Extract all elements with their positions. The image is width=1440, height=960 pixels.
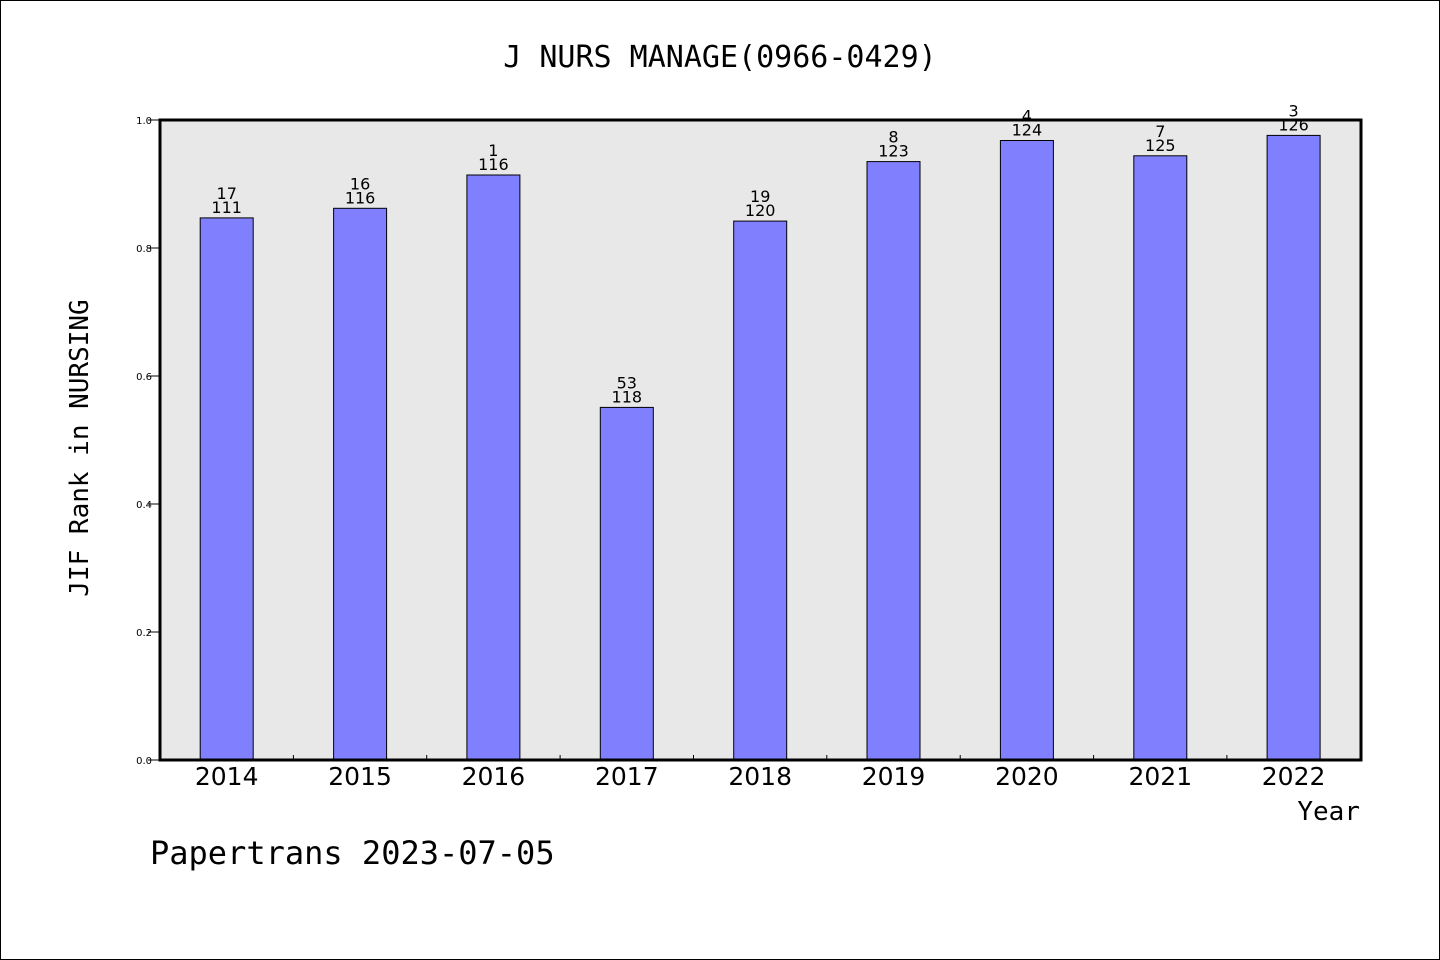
- x-tick-label: 2017: [595, 762, 659, 791]
- x-tick-label: 2016: [462, 762, 526, 791]
- x-tick-label: 2018: [728, 762, 792, 791]
- bar-total-label: 124: [1012, 121, 1043, 140]
- bar-2017: [599, 406, 654, 761]
- y-tick-label: 1.0: [136, 116, 152, 127]
- bar-total-label: 116: [345, 188, 376, 207]
- bar-total-label: 123: [878, 142, 909, 161]
- bar-rank-label: 3: [1289, 101, 1299, 120]
- bar-total-label: 118: [612, 387, 643, 406]
- bar-rank-label: 4: [1022, 107, 1032, 126]
- bar-2015: [333, 207, 388, 761]
- bar-2019: [866, 161, 921, 761]
- y-tick-label: 0.8: [136, 244, 152, 255]
- bar-2020: [999, 140, 1054, 761]
- x-tick-label: 2020: [995, 762, 1059, 791]
- bar-total-label: 116: [478, 155, 509, 174]
- bar-rank-label: 16: [350, 174, 370, 193]
- bar-2021: [1133, 155, 1188, 761]
- plot-border: [158, 118, 1363, 762]
- x-tick-label: 2014: [195, 762, 259, 791]
- bar-rank-label: 1: [488, 141, 498, 160]
- bar-rank-label: 17: [217, 184, 237, 203]
- y-tick-label: 0.0: [136, 756, 152, 767]
- bar-group: [199, 134, 1321, 761]
- x-axis: 2014 2015 2016 2017 2018 2019 2020 2021 2022: [195, 755, 1326, 791]
- bar-2022: [1266, 134, 1321, 761]
- x-tick-label: 2019: [862, 762, 926, 791]
- footer-credit: Papertrans 2023-07-05: [150, 834, 555, 872]
- bar-2016: [466, 174, 521, 761]
- bar-2018: [733, 220, 788, 761]
- x-axis-label: Year: [1297, 797, 1360, 827]
- x-tick-label: 2015: [328, 762, 392, 791]
- bar-rank-label: 8: [888, 128, 898, 147]
- bar-total-label: 111: [211, 198, 242, 217]
- bar-total-label: 126: [1278, 115, 1309, 134]
- bar-total-label: 125: [1145, 136, 1176, 155]
- y-axis: 0.0 0.2 0.4 0.6 0.8 1.0: [136, 116, 160, 767]
- bar-2014: [199, 217, 254, 761]
- bar-total-label: 120: [745, 201, 776, 220]
- x-tick-label: 2021: [1128, 762, 1192, 791]
- y-tick-label: 0.6: [136, 372, 152, 383]
- bar-rank-label: 7: [1155, 122, 1165, 141]
- y-tick-label: 0.4: [136, 500, 152, 511]
- bar-rank-label: 19: [750, 187, 770, 206]
- y-tick-label: 0.2: [136, 628, 152, 639]
- y-axis-label: JIF Rank in NURSING: [65, 299, 95, 596]
- x-tick-label: 2022: [1262, 762, 1326, 791]
- chart-title: J NURS MANAGE(0966-0429): [503, 40, 936, 75]
- bar-rank-label: 53: [617, 373, 637, 392]
